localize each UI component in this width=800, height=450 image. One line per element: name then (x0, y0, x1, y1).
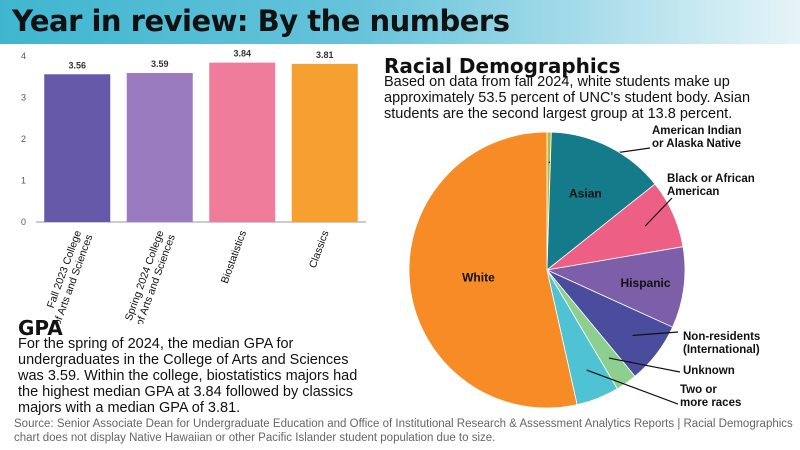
y-tick-label: 2 (21, 134, 26, 144)
y-tick-label: 4 (21, 51, 26, 61)
pie-slice-label-line: Black or African (667, 173, 755, 185)
pie-slice-label: White (462, 271, 495, 285)
gpa-section-title: GPA (18, 316, 63, 340)
page-title: Year in review: By the numbers (12, 4, 510, 38)
pie-slice-label-line: (International) (683, 344, 760, 356)
x-tick-label-line: Biostatistics (219, 229, 249, 285)
pie-slice (408, 131, 578, 409)
bar-data-label: 3.84 (233, 49, 251, 59)
pie-slice-label-line: or Alaska Native (652, 138, 741, 150)
pie-leader-line (586, 369, 679, 405)
pie-slice-label-line: Two or (680, 384, 717, 396)
bar-data-label: 3.59 (151, 59, 169, 69)
pie-leader-line (632, 331, 679, 337)
pie-leader-line (608, 357, 681, 373)
bar (44, 74, 111, 222)
racial-demographics-pie-chart: American Indian or Alaska Native Asian Blac… (408, 125, 760, 409)
pie-slice-label: Hispanic (621, 276, 671, 290)
bar-data-label: 3.56 (68, 60, 86, 70)
pie-leader-line (644, 197, 673, 227)
pie-slice-label: Black or African American (667, 173, 755, 198)
bar (291, 63, 358, 222)
x-tick-label-line: Classics (307, 229, 332, 270)
pie-slice-label: Asian (569, 187, 602, 201)
bar (126, 73, 193, 222)
y-tick-label: 3 (21, 93, 26, 103)
pie-slice-label-line: American (667, 186, 719, 198)
x-tick-label: Spring 2024 Collegeof Arts and Sciences (123, 229, 178, 324)
gpa-description: For the spring of 2024, the median GPA f… (18, 336, 358, 416)
pie-slice-label-line: American Indian (652, 125, 741, 137)
pie-slice-label: Unknown (683, 365, 735, 377)
pie-slice-label-line: more races (680, 397, 741, 409)
pie-slice-label: Two or more races (680, 384, 741, 409)
race-section-title: Racial Demographics (384, 54, 621, 78)
pie-slice (546, 131, 656, 271)
pie-slice-label-line: Non-residents (683, 331, 760, 343)
pie-slice-label: American Indian or Alaska Native (652, 125, 741, 150)
header-banner: Year in review: By the numbers (0, 0, 800, 44)
x-tick-label: Classics (307, 229, 332, 270)
bar (209, 62, 276, 222)
pie-slice (545, 246, 686, 328)
pie-slice-label-line: Unknown (683, 365, 735, 377)
race-description: Based on data from fall 2024, white stud… (384, 74, 751, 122)
y-tick-label: 0 (21, 217, 26, 227)
pie-slice-label: Non-residents (International) (683, 331, 760, 356)
gpa-bar-chart: 0 1 2 3 4 3.56 Fall 2023 Collegeof Arts and Sc… (21, 49, 366, 324)
bar-data-label: 3.81 (316, 50, 334, 60)
y-tick-label: 1 (21, 176, 26, 186)
x-tick-label: Fall 2023 Collegeof Arts and Sciences (40, 229, 95, 324)
x-tick-label: Biostatistics (219, 229, 249, 285)
source-note: Source: Senior Associate Dean for Underg… (14, 418, 793, 444)
